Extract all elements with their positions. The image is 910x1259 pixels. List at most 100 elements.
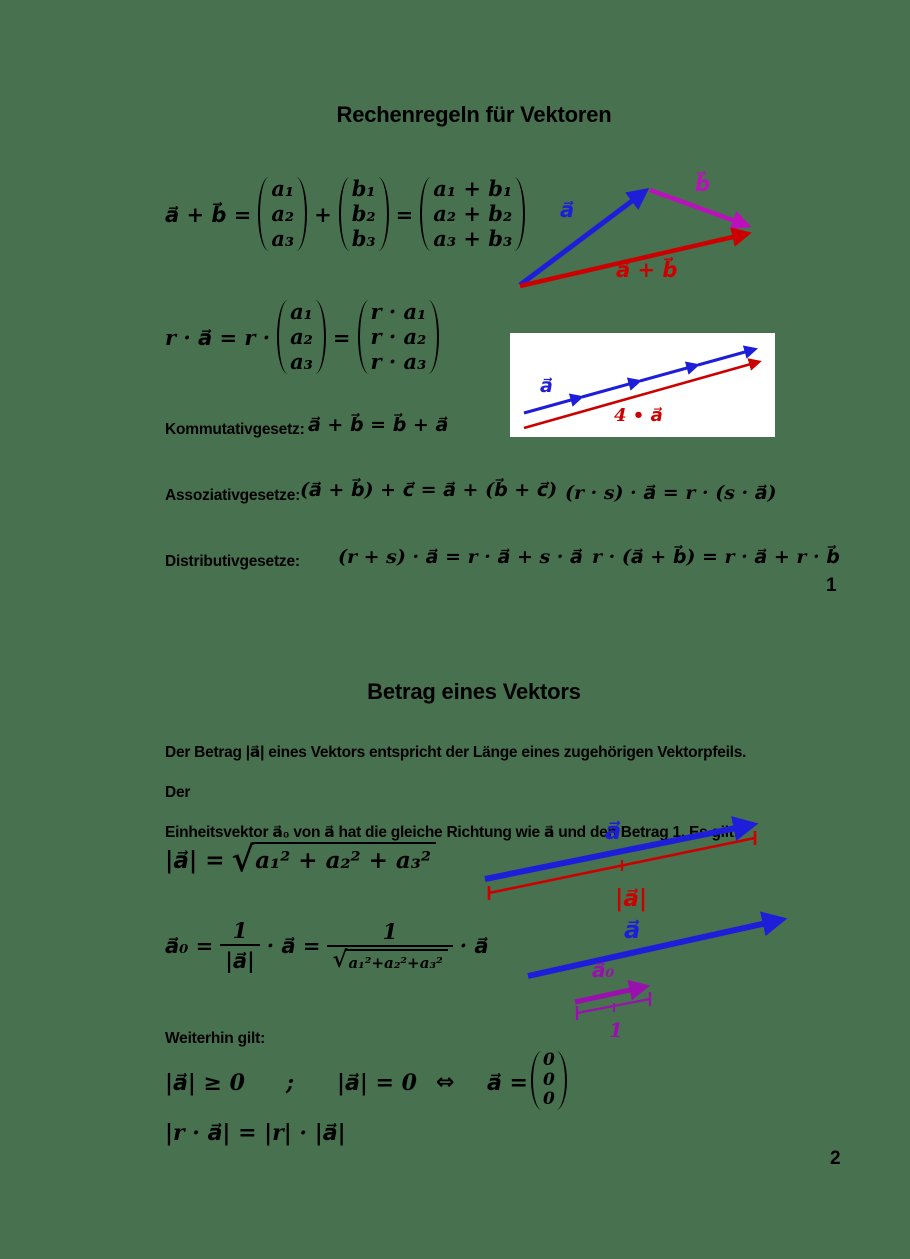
page2-title: Betrag eines Vektors [367,679,581,704]
close-paren-shape [296,177,308,252]
intro-line-2: Einheitsvektor a⃗₀ von a⃗ hat die gleich… [165,824,739,841]
radicand: a₁²+a₂²+a₃² [345,948,448,972]
formula-lhs: |a⃗| = [165,846,225,874]
column-vector-zero: 0 0 0 [531,1050,567,1110]
formula-lhs: a⃗ + b⃗ = [165,201,252,227]
vector-a-arrow [527,911,788,979]
commutative-law-label: Kommutativgesetz: [165,421,305,438]
fraction-one-over-magnitude: 1 |a⃗| [220,918,260,973]
scaling-diagram-canvas [523,345,762,430]
vector-component: a₁ + b₁ [433,176,513,201]
vector-component: a₂ + b₂ [433,200,513,226]
associative-law-formula-1: (a⃗ + b⃗) + c⃗ = a⃗ + (b⃗ + c⃗) [300,479,558,501]
close-paren-shape [315,300,326,375]
vector-sum-arrow [519,227,752,289]
vector-sum-label: a⃗ + b⃗ [616,257,678,282]
formula-lhs: r · a⃗ = r · [165,324,271,350]
property-nonnegative: |a⃗| ≥ 0 [165,1070,245,1096]
vector-a-label: a⃗ [605,816,622,845]
vector-component: r · a₃ [370,348,427,374]
close-paren-shape [556,1051,567,1110]
property-zero-vector-lhs: a⃗ = [487,1070,528,1096]
vector-component: a₁ [271,176,295,201]
unit-segment-arrow [581,377,642,399]
open-paren-shape [357,300,369,375]
vector-component: b₁ [351,176,376,201]
vector-component: a₂ [271,200,295,226]
close-paren-shape [514,177,526,252]
unit-segment-arrow [523,393,584,415]
vector-a-label: a⃗ [560,197,575,222]
vector-b-label: b⃗ [695,171,711,196]
unit-vector-formula: a⃗₀ = 1 |a⃗| · a⃗ = 1 √ a₁²+a₂²+a₃² · a⃗ [165,918,489,973]
equals-sign: = [395,201,414,227]
open-paren-shape [277,300,288,375]
associative-law-formula-2: (r · s) · a⃗ = r · (s · a⃗) [565,482,777,504]
vector-component: 0 [543,1069,555,1090]
magnitude-diagram-canvas [484,816,759,900]
vector-a-arrow [484,816,759,882]
scaled-vector-arrow [523,358,762,430]
radical-sign: √ [332,946,348,973]
denominator: √ a₁²+a₂²+a₃² [327,944,453,973]
property-scalar-magnitude: |r · a⃗| = |r| · |a⃗| [165,1120,346,1146]
distributive-law-label: Distributivgesetze: [165,553,300,570]
vector-a-arrow [518,188,650,287]
close-paren-shape [378,177,389,252]
open-paren-shape [338,177,350,252]
open-paren-shape [531,1051,542,1110]
weiterhin-gilt-label: Weiterhin gilt: [165,1030,266,1047]
distributive-law-formula-2: r · (a⃗ + b⃗) = r · a⃗ + r · b⃗ [592,546,840,568]
column-vector-a: a₁ a₂ a₃ [258,176,308,252]
open-paren-shape [258,177,269,252]
unit-segment-arrow [697,345,758,367]
radicand: a₁² + a₂² + a₃² [252,842,436,874]
associative-law-label: Assoziativgesetze: [165,487,301,504]
page1-number: 1 [826,575,837,596]
column-vector-sum: a₁ + b₁ a₂ + b₂ a₃ + b₃ [420,176,526,252]
page2-number: 2 [830,1148,841,1169]
open-paren-shape [420,177,431,252]
vector-component: r · a₁ [370,299,427,324]
vector-component: a₃ [290,348,313,374]
triangle-diagram-canvas [518,187,752,289]
column-vector-b: b₁ b₂ b₃ [338,176,389,252]
unit-vector-arrow [574,979,651,1005]
unit-length-label: 1 [609,1018,623,1042]
vector-component: a₂ [290,323,313,349]
vector-component: b₃ [351,225,376,251]
equals-sign: = [332,324,351,350]
separator-semicolon: ; [286,1070,295,1096]
zero-column-vector: 0 0 0 [531,1050,567,1114]
property-zero-magnitude: |a⃗| = 0 [337,1070,417,1096]
numerator: 1 [232,918,248,943]
numerator: 1 [382,918,398,944]
vector-component: a₃ + b₃ [433,225,513,251]
vector-component: r · a₂ [370,323,427,349]
vector-b-arrow [649,187,752,230]
formula-lhs: a⃗₀ = [165,933,214,958]
fraction-one-over-root: 1 √ a₁²+a₂²+a₃² [327,918,453,973]
radical-sign: √ [231,840,255,880]
page1-title: Rechenregeln für Vektoren [336,102,612,127]
intro-paragraph: Der Betrag |a⃗| eines Vektors entspricht… [165,733,773,853]
vector-addition-diagram: a⃗ b⃗ a⃗ + b⃗ [488,167,780,295]
square-root: √ a₁²+a₂²+a₃² [332,946,448,973]
scalar-scaling-diagram: a⃗ 4 • a⃗ [510,333,775,437]
scalar-multiplication-formula: r · a⃗ = r · a₁ a₂ a₃ = r · a₁ r · a₂ r … [165,299,440,375]
close-paren-shape [428,300,440,375]
square-root: √ a₁² + a₂² + a₃² [232,842,436,878]
formula-mid: · a⃗ = [266,933,321,958]
vector-component: 0 [543,1050,555,1070]
iff-arrow: ⇔ [436,1070,455,1095]
magnitude-label: |a⃗| [615,885,648,912]
unit-diagram-canvas [527,911,788,1020]
vector-a-label: a⃗ [540,375,553,397]
commutative-law-formula: a⃗ + b⃗ = b⃗ + a⃗ [308,414,449,436]
plus-sign: + [314,201,332,227]
unit-vector-diagram: a⃗ a⃗₀ 1 [480,900,810,1045]
distributive-law-formula-1: (r + s) · a⃗ = r · a⃗ + s · a⃗ [338,546,583,568]
formula-rhs: · a⃗ [459,933,489,958]
vector-addition-formula: a⃗ + b⃗ = a₁ a₂ a₃ + b₁ b₂ b₃ = a₁ + b₁ [165,176,526,252]
